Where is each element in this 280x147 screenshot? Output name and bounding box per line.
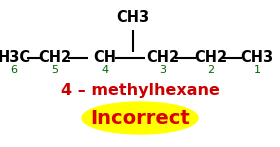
Text: CH2: CH2 [194, 51, 228, 66]
Text: 3: 3 [160, 65, 167, 75]
Text: 2: 2 [207, 65, 214, 75]
Text: 4: 4 [101, 65, 109, 75]
Text: CH2: CH2 [146, 51, 179, 66]
Text: 5: 5 [52, 65, 59, 75]
Text: 6: 6 [11, 65, 17, 75]
Text: Incorrect: Incorrect [90, 108, 190, 127]
Text: H3C: H3C [0, 51, 31, 66]
Text: 4 – methylhexane: 4 – methylhexane [60, 83, 220, 98]
Ellipse shape [82, 102, 198, 134]
Text: CH2: CH2 [38, 51, 72, 66]
Text: CH: CH [94, 51, 116, 66]
Text: CH3: CH3 [241, 51, 274, 66]
Text: CH3: CH3 [116, 10, 150, 25]
Text: 1: 1 [253, 65, 260, 75]
